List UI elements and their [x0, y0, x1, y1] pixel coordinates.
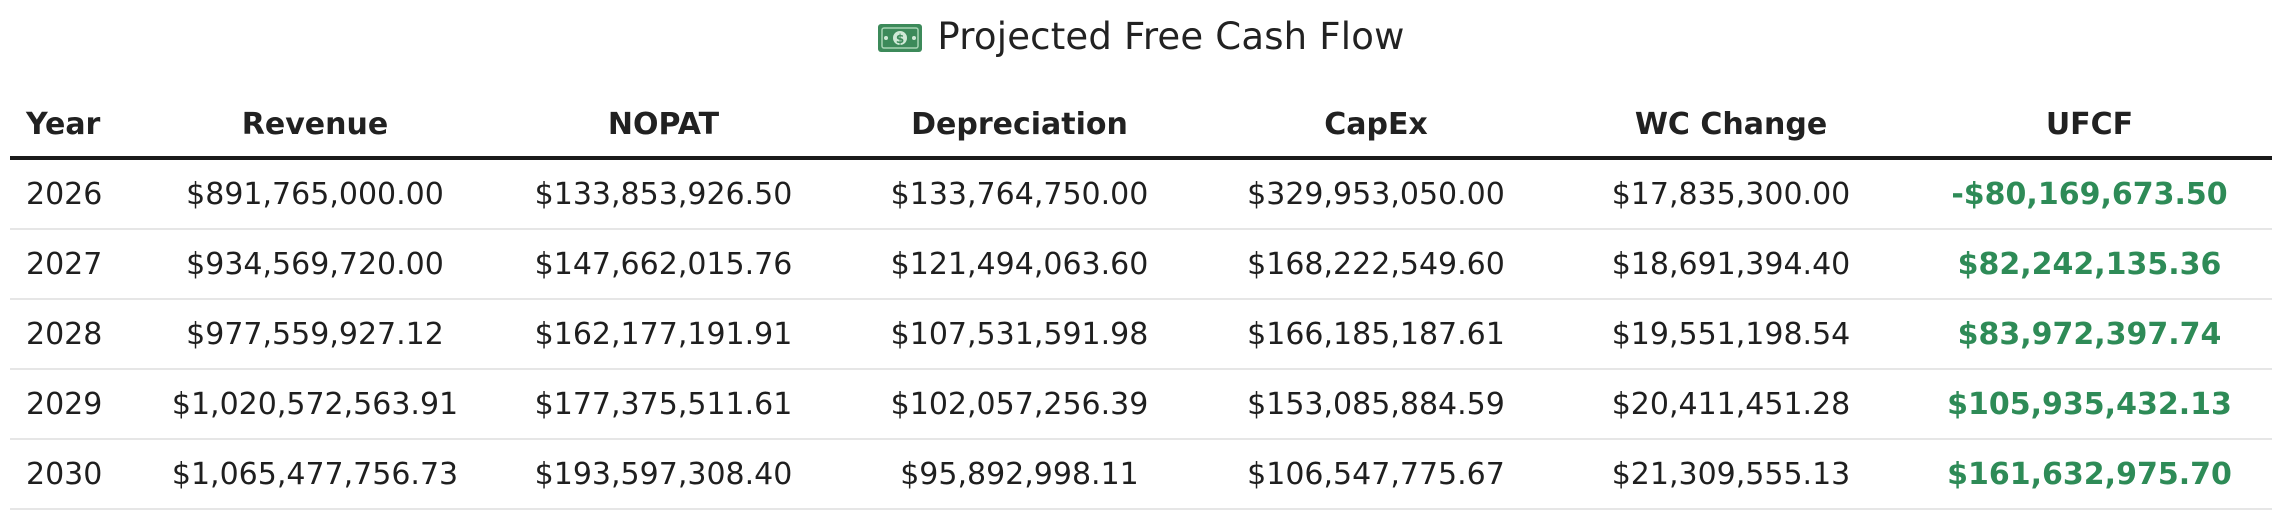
- table-header-row: Year Revenue NOPAT Depreciation CapEx WC…: [10, 92, 2272, 160]
- year-cell: 2026: [10, 158, 145, 230]
- ufcf-cell: $105,935,432.13: [1907, 369, 2272, 440]
- column-header-year: Year: [10, 92, 145, 160]
- depreciation-cell: $102,057,256.39: [842, 369, 1197, 440]
- capex-cell: $153,085,884.59: [1197, 369, 1555, 440]
- capex-cell: $329,953,050.00: [1197, 158, 1555, 230]
- panel-header: $ Projected Free Cash Flow: [0, 10, 2282, 62]
- nopat-cell: $133,853,926.50: [485, 158, 842, 230]
- svg-text:$: $: [896, 32, 904, 46]
- capex-cell: $168,222,549.60: [1197, 229, 1555, 300]
- year-cell: 2029: [10, 369, 145, 440]
- table-row: 2029 $1,020,572,563.91 $177,375,511.61 $…: [10, 369, 2272, 440]
- panel-title: Projected Free Cash Flow: [937, 14, 1405, 58]
- ufcf-cell: $83,972,397.74: [1907, 299, 2272, 370]
- capex-cell: $106,547,775.67: [1197, 439, 1555, 510]
- depreciation-cell: $121,494,063.60: [842, 229, 1197, 300]
- free-cash-flow-table: Year Revenue NOPAT Depreciation CapEx WC…: [10, 92, 2272, 510]
- nopat-cell: $162,177,191.91: [485, 299, 842, 370]
- capex-cell: $166,185,187.61: [1197, 299, 1555, 370]
- revenue-cell: $1,020,572,563.91: [145, 369, 485, 440]
- wc-change-cell: $17,835,300.00: [1555, 158, 1907, 230]
- ufcf-cell: $161,632,975.70: [1907, 439, 2272, 510]
- table-row: 2028 $977,559,927.12 $162,177,191.91 $10…: [10, 299, 2272, 370]
- wc-change-cell: $19,551,198.54: [1555, 299, 1907, 370]
- ufcf-cell: $82,242,135.36: [1907, 229, 2272, 300]
- nopat-cell: $147,662,015.76: [485, 229, 842, 300]
- table-row: 2027 $934,569,720.00 $147,662,015.76 $12…: [10, 229, 2272, 300]
- revenue-cell: $891,765,000.00: [145, 158, 485, 230]
- depreciation-cell: $95,892,998.11: [842, 439, 1197, 510]
- table-row: 2026 $891,765,000.00 $133,853,926.50 $13…: [10, 158, 2272, 230]
- revenue-cell: $1,065,477,756.73: [145, 439, 485, 510]
- year-cell: 2030: [10, 439, 145, 510]
- revenue-cell: $977,559,927.12: [145, 299, 485, 370]
- money-bill-icon: $: [877, 23, 923, 53]
- column-header-capex: CapEx: [1197, 92, 1555, 160]
- wc-change-cell: $21,309,555.13: [1555, 439, 1907, 510]
- column-header-wc-change: WC Change: [1555, 92, 1907, 160]
- column-header-ufcf: UFCF: [1907, 92, 2272, 160]
- wc-change-cell: $18,691,394.40: [1555, 229, 1907, 300]
- depreciation-cell: $107,531,591.98: [842, 299, 1197, 370]
- ufcf-cell: -$80,169,673.50: [1907, 158, 2272, 230]
- wc-change-cell: $20,411,451.28: [1555, 369, 1907, 440]
- year-cell: 2028: [10, 299, 145, 370]
- nopat-cell: $193,597,308.40: [485, 439, 842, 510]
- nopat-cell: $177,375,511.61: [485, 369, 842, 440]
- table-row: 2030 $1,065,477,756.73 $193,597,308.40 $…: [10, 439, 2272, 510]
- depreciation-cell: $133,764,750.00: [842, 158, 1197, 230]
- column-header-nopat: NOPAT: [485, 92, 842, 160]
- year-cell: 2027: [10, 229, 145, 300]
- revenue-cell: $934,569,720.00: [145, 229, 485, 300]
- column-header-revenue: Revenue: [145, 92, 485, 160]
- column-header-depreciation: Depreciation: [842, 92, 1197, 160]
